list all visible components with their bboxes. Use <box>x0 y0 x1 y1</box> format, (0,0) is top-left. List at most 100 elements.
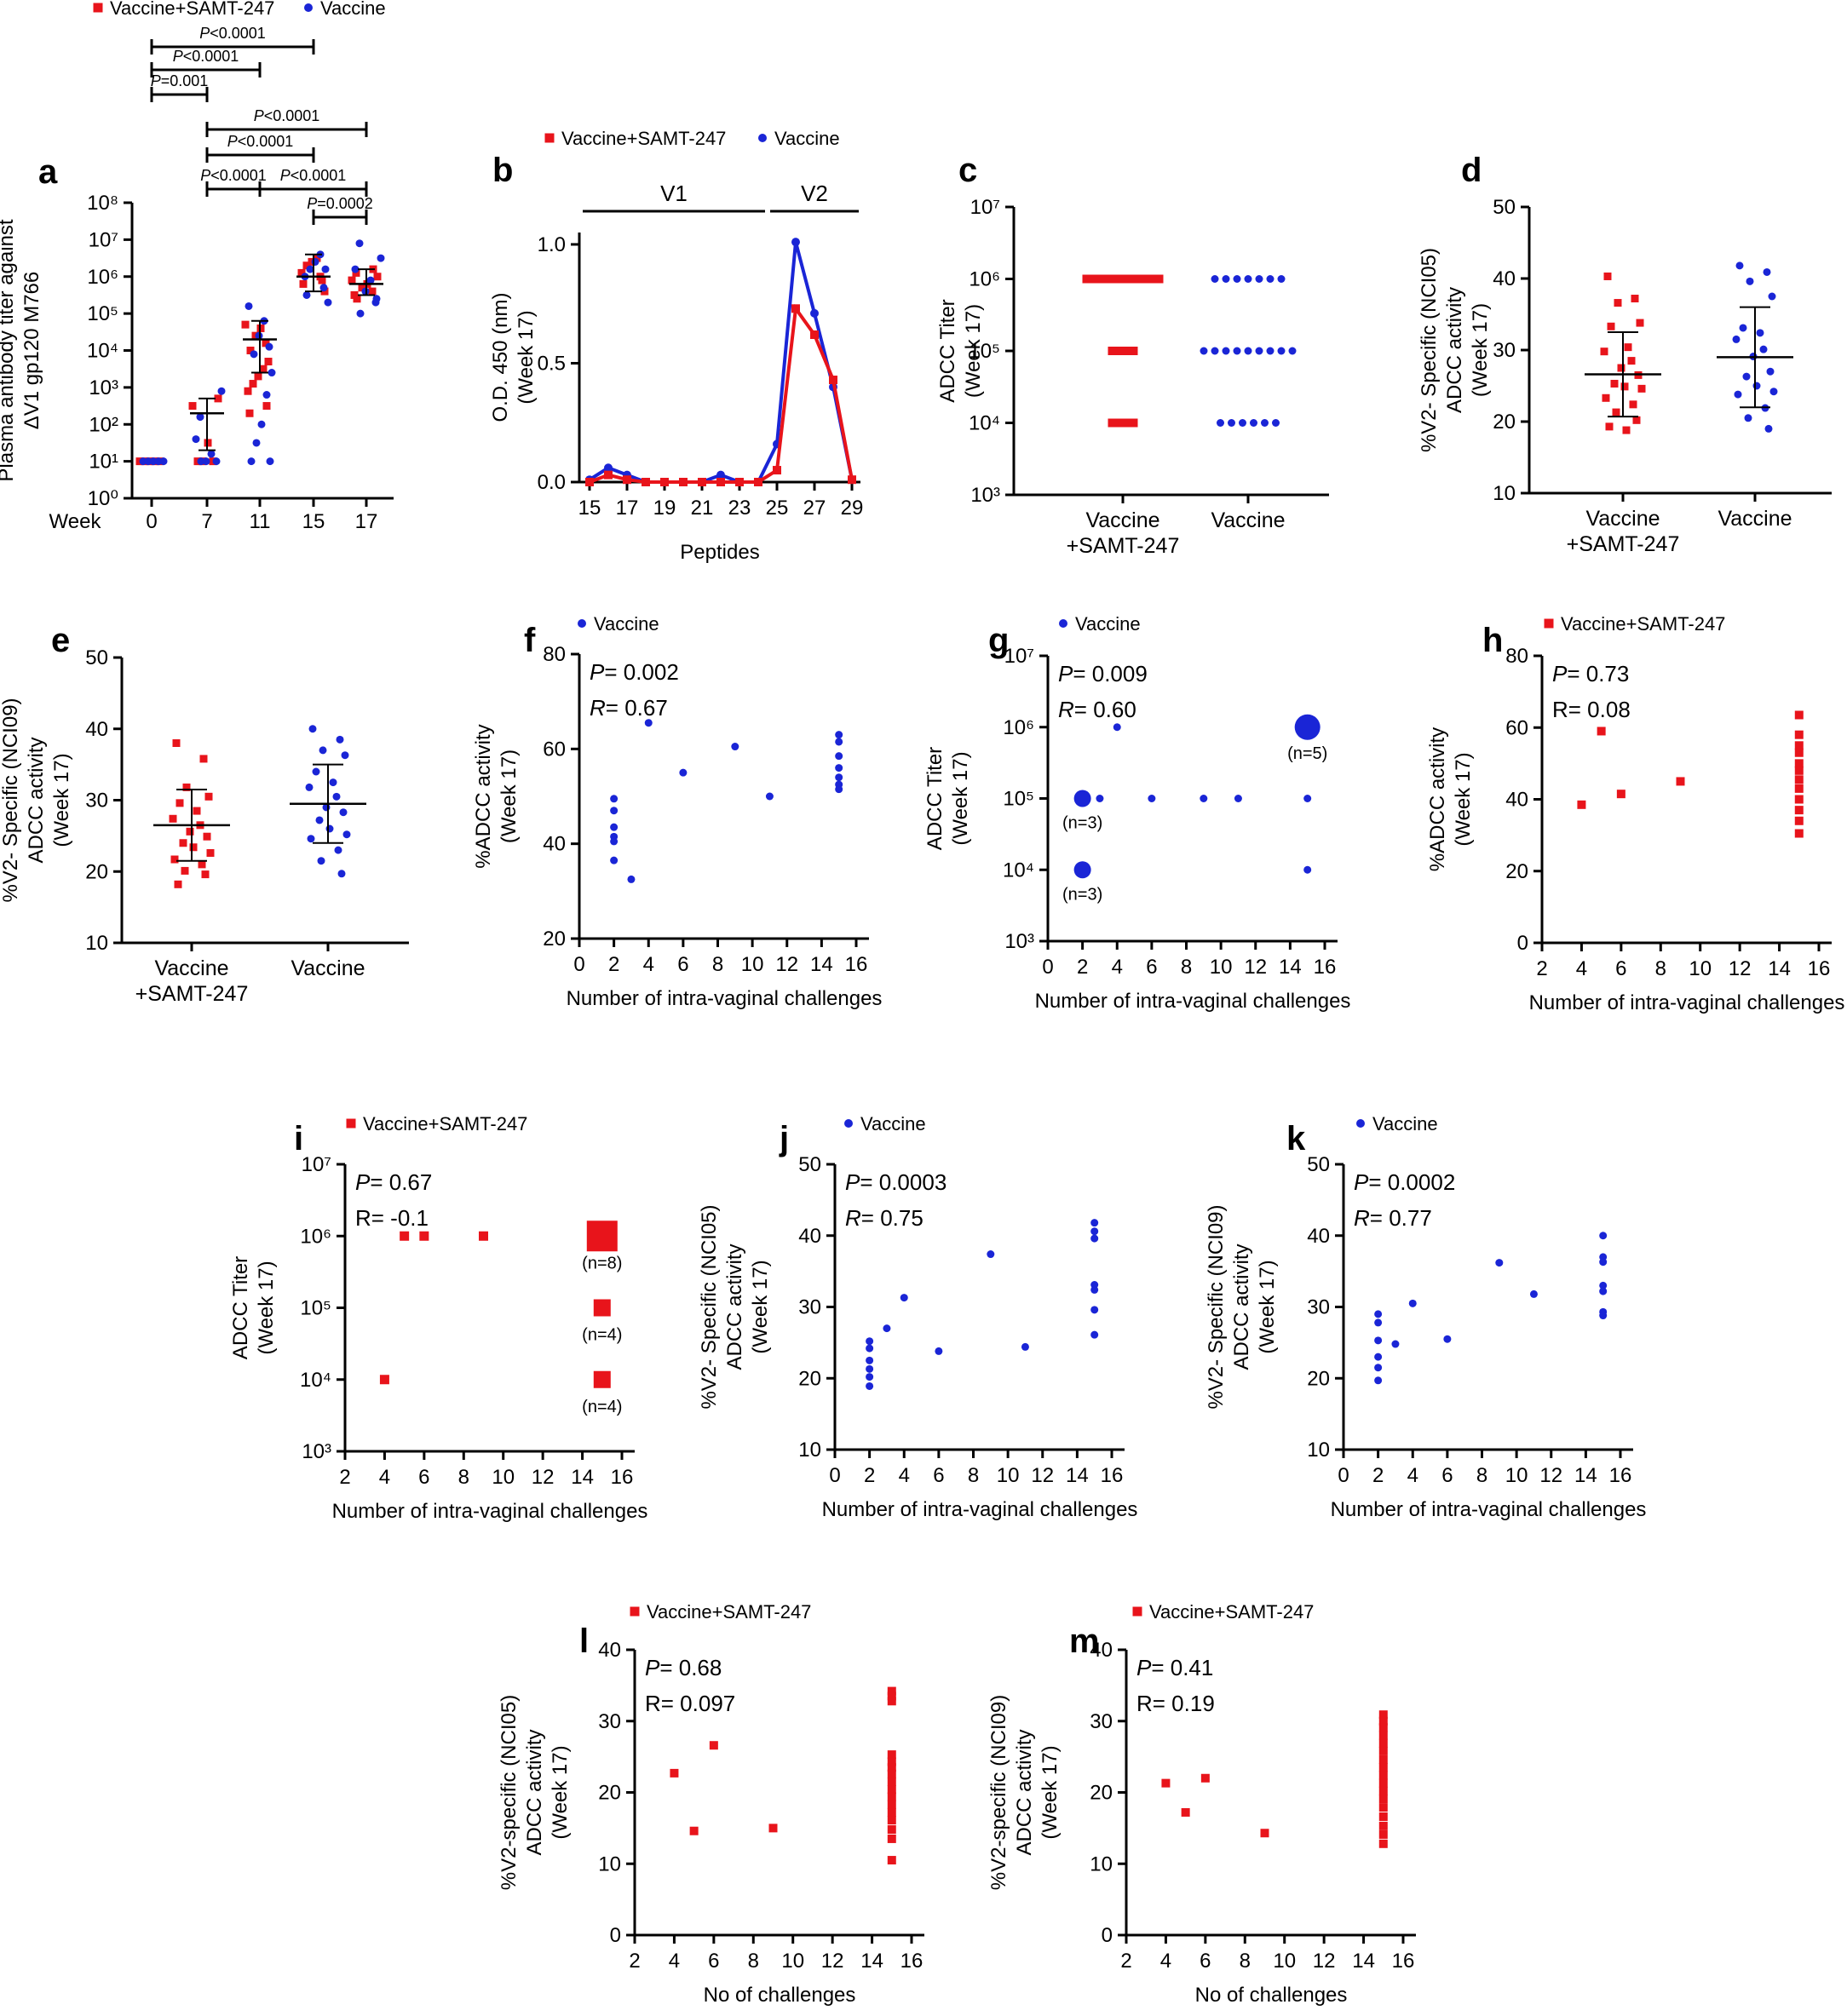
x-tick-label-h: 12 <box>1729 957 1752 980</box>
data-point-e <box>308 725 317 733</box>
y-tick-label-c: 10⁶ <box>969 268 1000 291</box>
legend-label-f: Vaccine <box>594 613 659 635</box>
y-tick-label-b: 0.0 <box>538 471 566 494</box>
y-axis-label-j: %V2- Specific (NCI05) <box>698 1204 721 1409</box>
y-axis-label-b: O.D. 450 (nm) <box>489 292 512 422</box>
panel-label-j: j <box>779 1120 789 1157</box>
data-point-f <box>765 792 774 801</box>
comparison-p-value-a: P<0.0001 <box>173 48 239 65</box>
data-point-m <box>1161 1778 1171 1788</box>
category-label-d: Vaccine <box>1585 507 1660 531</box>
data-point-i <box>400 1231 410 1241</box>
data-point-f <box>610 856 619 864</box>
y-tick-label-m: 20 <box>1090 1782 1113 1805</box>
data-point-h <box>1577 800 1586 809</box>
category-label-e: Vaccine <box>291 956 365 980</box>
y-tick-label-c: 10³ <box>970 484 1000 507</box>
x-tick-label-l: 4 <box>669 1950 680 1973</box>
x-tick-label-g: 10 <box>1210 956 1233 979</box>
y-tick-label-l: 0 <box>610 1924 621 1947</box>
p-symbol-j: P <box>845 1169 860 1195</box>
legend-label-b: Vaccine+SAMT-247 <box>561 128 726 149</box>
x-tick-label-b: 21 <box>691 497 714 520</box>
p-value-m: P= 0.41 <box>1136 1655 1213 1680</box>
y-tick-label-i: 10⁶ <box>300 1225 331 1248</box>
x-axis-label-g: Number of intra-vaginal challenges <box>1035 990 1351 1013</box>
category-label-c: +SAMT-247 <box>1067 534 1180 558</box>
data-point-e <box>204 792 213 801</box>
data-point-c <box>1222 275 1230 283</box>
y-tick-label-i: 10⁵ <box>300 1297 331 1320</box>
data-point-a <box>196 413 204 422</box>
y-tick-label-k: 10 <box>1307 1439 1330 1462</box>
x-tick-label-h: 16 <box>1808 957 1831 980</box>
y-tick-label-g: 10³ <box>1004 930 1034 953</box>
data-point-d <box>1607 322 1615 330</box>
p-symbol-f: P <box>590 659 605 685</box>
x-tick-label-g: 4 <box>1112 956 1123 979</box>
data-point-c <box>1244 275 1252 283</box>
x-tick-label-m: 12 <box>1313 1950 1336 1973</box>
category-label-d: Vaccine <box>1718 507 1792 531</box>
data-point-a <box>350 290 359 299</box>
data-point-h <box>1794 741 1804 750</box>
data-point-g <box>1073 861 1091 879</box>
r-value-g: R= 0.60 <box>1058 697 1136 722</box>
data-point-b <box>810 308 819 318</box>
data-point-b <box>735 478 744 486</box>
data-point-h <box>1794 829 1804 838</box>
p-value-text-g: = 0.009 <box>1073 661 1147 686</box>
data-point-d <box>1629 400 1637 409</box>
y-axis-label-h: (Week 17) <box>1452 752 1475 846</box>
p-value-text-l: = 0.68 <box>659 1655 722 1680</box>
data-point-h <box>1616 790 1625 799</box>
x-tick-label-j: 0 <box>829 1464 840 1487</box>
data-point-m <box>1378 1795 1388 1804</box>
data-point-a <box>266 457 274 466</box>
data-point-k <box>1599 1287 1608 1295</box>
y-axis-label-i: ADCC Titer <box>229 1256 252 1359</box>
data-point-k <box>1529 1289 1538 1298</box>
data-point-d <box>1768 292 1776 301</box>
data-point-j <box>866 1381 874 1390</box>
data-point-a <box>306 265 314 273</box>
x-tick-label-j: 16 <box>1101 1464 1124 1487</box>
data-point-a <box>244 387 252 395</box>
r-value-h: R= 0.08 <box>1552 697 1631 722</box>
data-point-l <box>887 1757 896 1766</box>
y-axis-label-j: (Week 17) <box>749 1260 772 1353</box>
data-point-m <box>1378 1771 1388 1780</box>
x-tick-label-k: 8 <box>1476 1464 1487 1487</box>
x-tick-label-g: 16 <box>1314 956 1337 979</box>
y-tick-label-k: 30 <box>1307 1296 1330 1319</box>
legend-label-h: Vaccine+SAMT-247 <box>1561 613 1725 635</box>
x-tick-label-k: 14 <box>1574 1464 1597 1487</box>
data-point-l <box>887 1769 896 1778</box>
data-point-l <box>887 1785 896 1795</box>
p-value-f: P= 0.002 <box>590 659 679 685</box>
panel-label-e: e <box>51 622 70 659</box>
data-point-c <box>1244 347 1252 355</box>
x-tick-label-i: 8 <box>458 1466 469 1489</box>
data-point-a <box>302 261 311 270</box>
data-point-b <box>716 478 725 486</box>
data-point-h <box>1676 777 1685 786</box>
comparison-p-text-a: =0.001 <box>161 72 209 89</box>
data-point-l <box>887 1777 896 1786</box>
data-point-f <box>835 764 843 773</box>
panel-label-h: h <box>1482 622 1503 659</box>
x-tick-label-g: 6 <box>1146 956 1157 979</box>
y-tick-label-e: 50 <box>85 646 108 669</box>
y-tick-label-e: 30 <box>85 790 108 813</box>
data-point-e <box>334 846 342 854</box>
data-point-l <box>887 1834 896 1843</box>
y-tick-label-h: 80 <box>1505 645 1528 668</box>
comparison-p-symbol-a: P <box>200 167 210 184</box>
data-point-a <box>254 372 262 381</box>
r-value-l: R= 0.097 <box>645 1691 735 1716</box>
y-tick-label-g: 10⁴ <box>1003 859 1034 882</box>
x-axis-label-h: Number of intra-vaginal challenges <box>1529 991 1845 1014</box>
comparison-p-text-a: <0.0001 <box>210 167 267 184</box>
y-tick-label-g: 10⁵ <box>1003 788 1034 811</box>
y-tick-label-m: 30 <box>1090 1710 1113 1733</box>
